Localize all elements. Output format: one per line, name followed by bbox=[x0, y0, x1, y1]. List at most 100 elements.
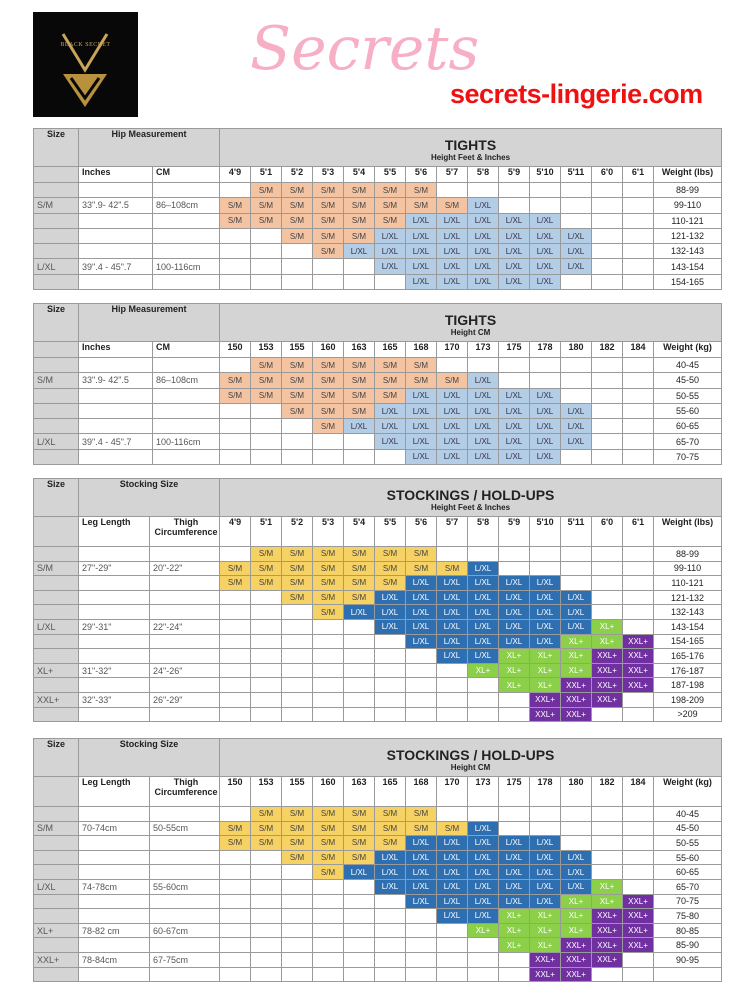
size-cell-value: L/XL bbox=[405, 589, 438, 606]
size-cell-value bbox=[622, 560, 655, 577]
measure-value-2 bbox=[148, 633, 221, 650]
table-row: XL+ 31"-32" 24"-26" XL+ XL+ XL+ XL+ XXL+ XXL+ 1… bbox=[33, 662, 722, 679]
weight-range: 99-110 bbox=[653, 197, 722, 214]
stockings-size-table: Size Stocking Size STOCKINGS / HOLD-UPS H… bbox=[33, 738, 722, 983]
size-cell-value: L/XL bbox=[405, 258, 437, 275]
size-label bbox=[33, 589, 79, 606]
table-title: TIGHTS bbox=[444, 311, 497, 328]
size-cell-value bbox=[343, 618, 376, 635]
tights-size-table: Size Hip Measurement TIGHTS Height CM Inc… bbox=[33, 303, 722, 466]
size-cell-value: S/M bbox=[312, 560, 345, 577]
size-cell-value: L/XL bbox=[498, 849, 531, 866]
size-cell-value bbox=[374, 922, 407, 939]
size-cell-value bbox=[250, 893, 283, 910]
size-cell-value bbox=[622, 212, 654, 229]
table-subtitle: Height CM bbox=[450, 327, 491, 337]
height-header: 6'0 bbox=[591, 516, 624, 547]
size-cell-value: S/M bbox=[219, 212, 251, 229]
height-header: 150 bbox=[219, 341, 251, 358]
size-cell-value: S/M bbox=[343, 575, 376, 591]
size-cell-value bbox=[436, 677, 469, 693]
size-cell-value bbox=[622, 575, 655, 591]
size-cell-value: S/M bbox=[343, 835, 376, 851]
weight-range: 143-154 bbox=[653, 618, 722, 635]
size-cell-value: L/XL bbox=[498, 227, 530, 245]
measure-value-1 bbox=[78, 677, 150, 693]
size-cell-value: S/M bbox=[250, 387, 282, 404]
size-cell-value bbox=[219, 922, 252, 939]
size-cell-value: L/XL bbox=[374, 258, 406, 275]
size-cell-value bbox=[622, 372, 654, 389]
size-cell-value: L/XL bbox=[498, 258, 530, 275]
measure-value-2 bbox=[148, 835, 221, 851]
size-cell-value bbox=[250, 662, 283, 679]
size-cell-value bbox=[312, 691, 345, 708]
size-label: L/XL bbox=[33, 258, 79, 275]
size-cell-value: S/M bbox=[281, 197, 313, 214]
measure-value-1 bbox=[78, 387, 153, 404]
brand-logo: BLACK SECRET bbox=[33, 12, 138, 117]
size-cell-value bbox=[312, 908, 345, 924]
table-row: L/XL L/XL XL+ XL+ XL+ XXL+ XXL+ 75-80 bbox=[33, 908, 722, 924]
table-row: S/M L/XL L/XL L/XL L/XL L/XL L/XL L/XL L/XL 60-65 bbox=[33, 418, 722, 435]
measure-value-1: 74-78cm bbox=[78, 878, 150, 895]
measure-value-2 bbox=[148, 589, 221, 606]
size-cell-value: S/M bbox=[312, 849, 345, 866]
size-cell-value bbox=[560, 387, 592, 404]
height-header: 153 bbox=[250, 776, 283, 807]
weight-range: 187-198 bbox=[653, 677, 722, 693]
table-row: S/M S/M S/M S/M S/M S/M 40-45 bbox=[33, 806, 722, 822]
size-cell-value: S/M bbox=[281, 387, 313, 404]
size-cell-value: S/M bbox=[374, 356, 406, 374]
size-cell-value: L/XL bbox=[436, 589, 469, 606]
size-cell-value bbox=[343, 662, 376, 679]
size-cell-value bbox=[622, 835, 655, 851]
measure-col1-header: Inches bbox=[78, 341, 153, 358]
height-header: 5'9 bbox=[498, 166, 530, 183]
size-cell-value bbox=[591, 273, 623, 291]
size-cell-value: S/M bbox=[374, 820, 407, 837]
measure-value-2: 100-116cm bbox=[152, 433, 220, 450]
size-label: L/XL bbox=[33, 433, 79, 450]
size-cell-value: L/XL bbox=[529, 212, 561, 229]
size-cell-value: L/XL bbox=[560, 849, 593, 866]
measure-value-1 bbox=[78, 604, 150, 620]
size-cell-value bbox=[591, 212, 623, 229]
size-label bbox=[33, 448, 79, 466]
size-cell-value: L/XL bbox=[560, 418, 592, 435]
size-cell-value bbox=[560, 448, 592, 466]
table-row: L/XL L/XL L/XL L/XL L/XL XL+ XL+ XXL+ 154-165 bbox=[33, 633, 722, 650]
measure-value-2 bbox=[152, 243, 220, 260]
measure-value-1: 39".4 - 45".7 bbox=[78, 258, 153, 275]
size-cell-value bbox=[250, 448, 282, 466]
size-cell-value bbox=[281, 618, 314, 635]
size-cell-value bbox=[560, 575, 593, 591]
size-cell-value: L/XL bbox=[560, 227, 592, 245]
size-cell-value bbox=[591, 418, 623, 435]
height-header: 5'1 bbox=[250, 166, 282, 183]
table-title-cell: TIGHTS Height Feet & Inches bbox=[219, 128, 722, 167]
height-header: 180 bbox=[560, 341, 592, 358]
size-cell-value bbox=[281, 966, 314, 983]
size-cell-value: S/M bbox=[343, 387, 375, 404]
measure-value-2: 60-67cm bbox=[148, 922, 221, 939]
size-cell-value: L/XL bbox=[529, 633, 562, 650]
size-cell-value: L/XL bbox=[405, 227, 437, 245]
size-cell-value: S/M bbox=[374, 372, 406, 389]
size-cell-value: L/XL bbox=[374, 864, 407, 880]
size-cell-value: L/XL bbox=[498, 273, 530, 291]
size-cell-value bbox=[281, 922, 314, 939]
size-cell-value: XL+ bbox=[498, 908, 531, 924]
size-cell-value bbox=[219, 677, 252, 693]
size-cell-value: XXL+ bbox=[591, 922, 624, 939]
size-cell-value bbox=[560, 546, 593, 562]
size-cell-value bbox=[281, 243, 313, 260]
size-cell-value bbox=[219, 908, 252, 924]
size-cell-value: XXL+ bbox=[622, 648, 655, 664]
size-cell-value bbox=[436, 356, 468, 374]
size-cell-value bbox=[343, 258, 375, 275]
size-cell-value bbox=[405, 691, 438, 708]
size-cell-value bbox=[436, 922, 469, 939]
height-header: 4'9 bbox=[219, 516, 252, 547]
measure-value-1: 32"-33" bbox=[78, 691, 150, 708]
